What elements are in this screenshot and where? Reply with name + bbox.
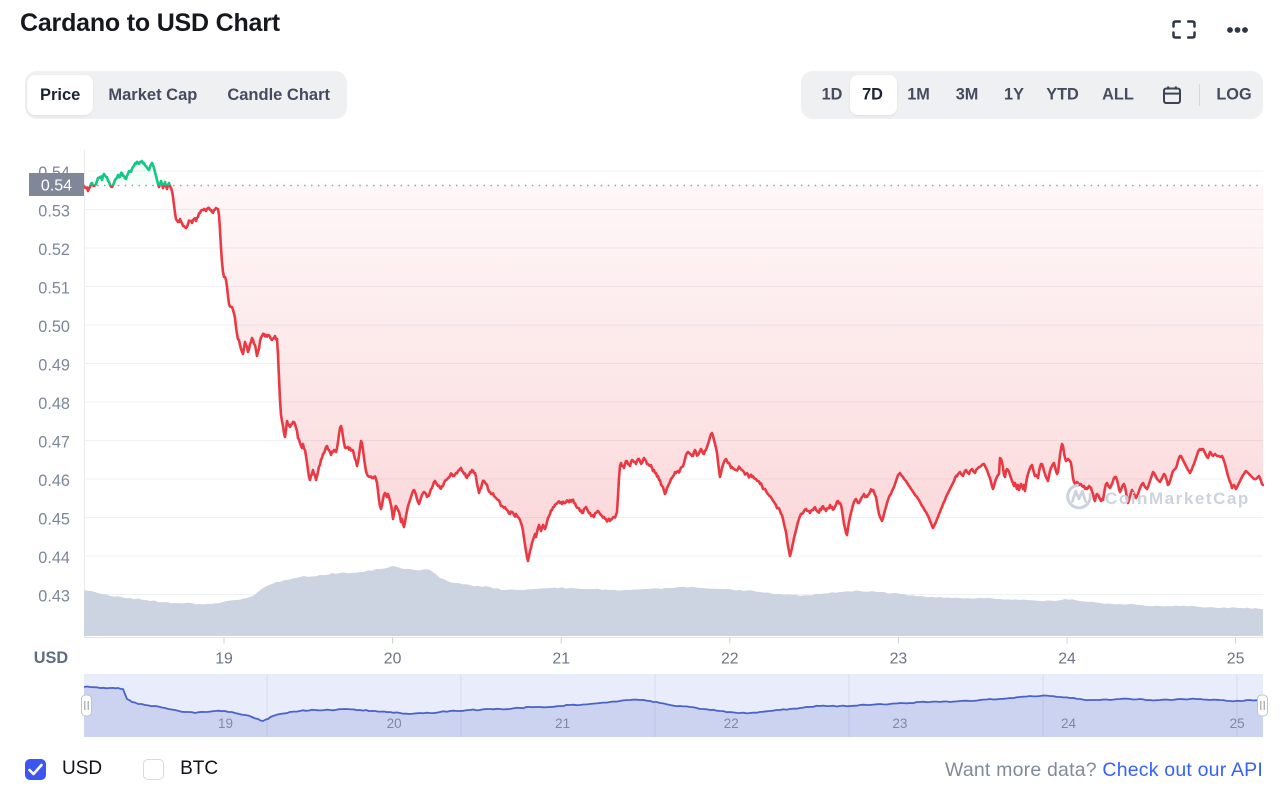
svg-text:22: 22 (721, 651, 739, 668)
svg-text:21: 21 (555, 716, 570, 731)
svg-text:USD: USD (34, 649, 69, 667)
svg-text:25: 25 (1227, 651, 1245, 668)
svg-text:0.54: 0.54 (41, 178, 72, 195)
svg-text:0.43: 0.43 (38, 587, 70, 605)
svg-text:0.50: 0.50 (38, 318, 70, 336)
svg-text:23: 23 (892, 716, 907, 731)
svg-text:0.52: 0.52 (38, 241, 70, 259)
svg-text:19: 19 (218, 716, 233, 731)
svg-text:CoinMarketCap: CoinMarketCap (1105, 489, 1250, 508)
svg-text:0.47: 0.47 (38, 433, 70, 451)
svg-text:0.49: 0.49 (38, 356, 70, 374)
svg-text:21: 21 (552, 651, 570, 668)
svg-text:24: 24 (1061, 716, 1077, 731)
svg-text:0.53: 0.53 (38, 202, 70, 220)
svg-text:0.44: 0.44 (38, 549, 70, 567)
svg-text:0.48: 0.48 (38, 395, 70, 413)
svg-text:0.45: 0.45 (38, 510, 70, 528)
svg-text:24: 24 (1058, 651, 1076, 668)
svg-text:19: 19 (215, 651, 233, 668)
svg-text:0.46: 0.46 (38, 472, 70, 490)
svg-text:25: 25 (1230, 716, 1245, 731)
svg-text:22: 22 (724, 716, 739, 731)
svg-text:20: 20 (387, 716, 402, 731)
svg-text:0.51: 0.51 (38, 279, 70, 297)
svg-text:20: 20 (384, 651, 402, 668)
svg-text:23: 23 (890, 651, 908, 668)
